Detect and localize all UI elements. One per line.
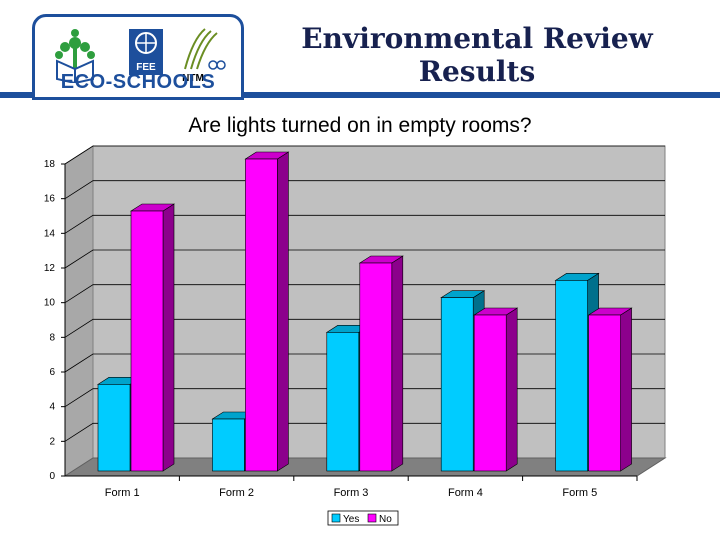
- gridline: [64, 145, 665, 165]
- y-tick-label: 10: [44, 298, 56, 309]
- y-tick-label: 18: [44, 159, 56, 170]
- logo-icons: FEE NTM: [55, 28, 226, 83]
- chart-bars: [96, 151, 633, 472]
- bar-side: [162, 203, 175, 472]
- bar-side: [505, 307, 518, 472]
- bar-no-form-4: [473, 314, 507, 472]
- legend-swatch: [331, 513, 341, 523]
- gridline: [64, 214, 665, 234]
- bar-side: [391, 255, 404, 472]
- eco-schools-logo: FEE NTM ECO-SCHOOLS: [32, 14, 244, 100]
- x-category-label: Form 3: [334, 487, 369, 499]
- slide-title-line-1: Environmental Review: [301, 22, 653, 55]
- gridline: [64, 180, 665, 200]
- slide-title-line-2: Results: [418, 55, 536, 88]
- bar-yes-form-3: [326, 332, 360, 472]
- legend-label: Yes: [343, 514, 359, 525]
- y-tick-label: 0: [49, 471, 55, 482]
- y-tick-label: 14: [44, 228, 56, 239]
- y-tick-label: 16: [44, 194, 56, 205]
- bar-yes-form-2: [212, 418, 245, 472]
- bar-yes-form-4: [440, 297, 474, 472]
- legend-label: No: [379, 514, 392, 525]
- bar-no-form-5: [588, 314, 621, 472]
- bar-side: [620, 307, 632, 472]
- bar-yes-form-5: [555, 280, 588, 472]
- fee-badge-icon: FEE: [129, 29, 163, 75]
- legend-swatch: [367, 513, 377, 523]
- tree-book-icon: [55, 29, 95, 83]
- gridline: [64, 249, 665, 269]
- ntm-badge-icon: NTM: [182, 28, 226, 83]
- x-category-label: Form 1: [105, 487, 140, 499]
- chart-labels: 0 2 4 6 8 10 12 14 16 18 Form 1 Form 2 Form 3 Form 4 F…: [44, 159, 597, 499]
- header-bar: [0, 92, 720, 98]
- ntm-badge-label: NTM: [182, 73, 204, 83]
- bar-side: [277, 151, 289, 472]
- chart-legend: Yes No: [327, 510, 399, 526]
- bar-no-form-1: [130, 210, 164, 472]
- bar-yes-form-1: [97, 384, 131, 472]
- chart-title: Are lights turned on in empty rooms?: [188, 114, 531, 137]
- y-tick-label: 12: [44, 263, 56, 274]
- y-tick-label: 4: [49, 402, 55, 413]
- y-tick-label: 8: [49, 332, 55, 343]
- y-tick-label: 6: [49, 367, 55, 378]
- chart-axes: [61, 163, 638, 481]
- chart-gridlines: [64, 145, 665, 442]
- x-category-label: Form 5: [562, 487, 597, 499]
- logo-text: ECO-SCHOOLS: [60, 71, 216, 93]
- x-category-label: Form 4: [448, 487, 483, 499]
- x-category-label: Form 2: [219, 487, 254, 499]
- legend-box: [327, 510, 399, 526]
- slide-title: Environmental Review Results: [272, 22, 682, 88]
- bar-no-form-3: [359, 262, 393, 472]
- y-tick-label: 2: [49, 436, 55, 447]
- gridline: [64, 284, 665, 304]
- fee-badge-label: FEE: [136, 62, 156, 73]
- bar-no-form-2: [245, 158, 278, 472]
